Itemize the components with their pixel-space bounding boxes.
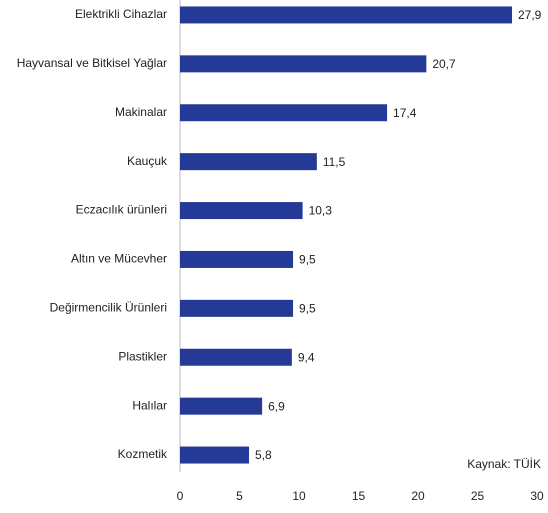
x-tick-label: 10 (292, 489, 306, 503)
bar (180, 250, 294, 268)
source-annotation: Kaynak: TÜİK (467, 457, 541, 471)
bar (180, 153, 317, 171)
y-tick-label: Halılar (132, 398, 167, 412)
y-tick-label: Değirmencilik Ürünleri (50, 301, 167, 315)
data-label: 27,9 (518, 8, 542, 22)
data-label: 10,3 (309, 204, 333, 218)
x-tick-label: 0 (177, 489, 184, 503)
data-label: 9,5 (299, 302, 316, 316)
x-tick-label: 20 (411, 489, 425, 503)
data-label: 6,9 (268, 399, 285, 413)
data-label: 20,7 (432, 57, 456, 71)
x-tick-label: 15 (352, 489, 366, 503)
bar (180, 55, 427, 73)
bar (180, 202, 303, 220)
x-tick-label: 30 (530, 489, 544, 503)
bar (180, 299, 294, 317)
data-label: 9,4 (298, 350, 315, 364)
y-tick-label: Plastikler (118, 349, 167, 363)
bar (180, 104, 388, 122)
bar (180, 397, 263, 415)
bar (180, 348, 292, 366)
y-tick-label: Kozmetik (118, 447, 168, 461)
y-tick-label: Kauçuk (127, 154, 168, 168)
y-tick-label: Hayvansal ve Bitkisel Yağlar (17, 56, 167, 70)
data-label: 11,5 (323, 155, 346, 169)
data-label: 17,4 (393, 106, 417, 120)
y-tick-label: Altın ve Mücevher (71, 252, 167, 266)
x-tick-label: 5 (236, 489, 243, 503)
data-label: 5,8 (255, 448, 272, 462)
y-tick-label: Eczacılık ürünleri (76, 203, 167, 217)
y-tick-label: Makinalar (115, 105, 167, 119)
x-tick-label: 25 (471, 489, 485, 503)
bar (180, 6, 513, 24)
y-tick-label: Elektrikli Cihazlar (75, 7, 167, 21)
data-label: 9,5 (299, 253, 316, 267)
bar (180, 446, 250, 464)
